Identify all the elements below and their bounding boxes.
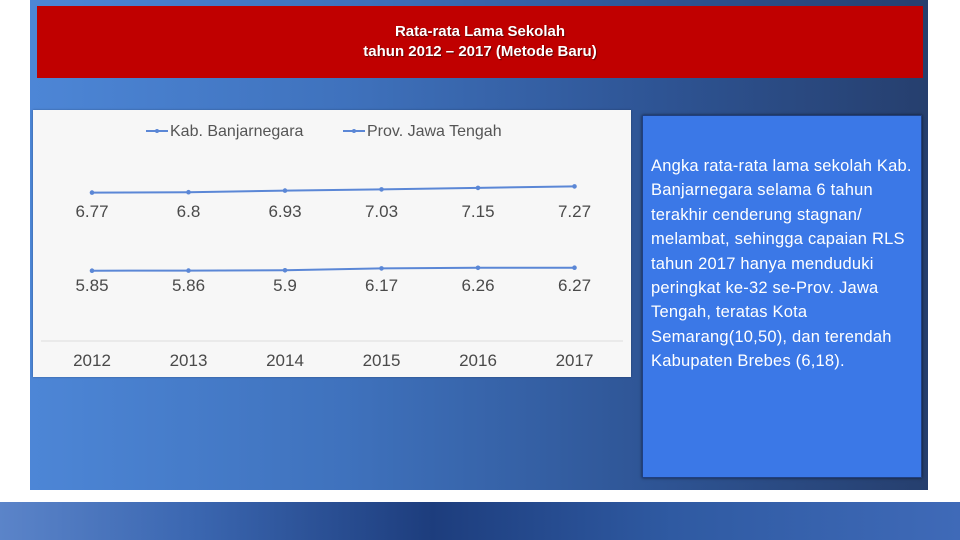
- legend-label-0: Kab. Banjarnegara: [170, 123, 304, 140]
- data-label-1-1: 5.86: [172, 276, 205, 295]
- x-tick-label-3: 2015: [363, 351, 401, 370]
- data-label-0-5: 7.27: [558, 202, 591, 221]
- data-label-1-5: 6.27: [558, 276, 591, 295]
- chart-svg: Kab. Banjarnegara Prov. Jawa Tengah 6.77 6.…: [41, 123, 623, 370]
- data-label-0-1: 6.8: [177, 202, 201, 221]
- data-point-0-2: [282, 188, 288, 193]
- data-point-1-1: [186, 268, 191, 273]
- data-point-0-0: [89, 190, 95, 195]
- series-line-0: [91, 185, 575, 194]
- data-label-0-4: 7.15: [461, 202, 494, 221]
- data-point-0-4: [475, 185, 481, 191]
- data-label-1-4: 6.26: [461, 276, 494, 295]
- series-line-1: [91, 266, 575, 272]
- data-point-1-4: [475, 265, 481, 271]
- description-box: Angka rata-rata lama sekolah Kab. Banjar…: [642, 115, 922, 478]
- legend-marker-0: [155, 129, 159, 133]
- line-chart: Kab. Banjarnegara Prov. Jawa Tengah 6.77 6.…: [33, 110, 631, 377]
- data-point-1-0: [89, 268, 95, 273]
- title-line-2: tahun 2012 – 2017 (Metode Baru): [363, 43, 597, 60]
- title-bar: Rata-rata Lama Sekolah tahun 2012 – 2017…: [37, 6, 923, 78]
- legend-marker-1: [352, 129, 356, 133]
- x-tick-label-4: 2016: [459, 351, 497, 370]
- x-tick-label-0: 2012: [73, 351, 111, 370]
- description-text: Angka rata-rata lama sekolah Kab. Banjar…: [651, 157, 912, 371]
- data-point-0-5: [572, 184, 577, 189]
- x-tick-label-5: 2017: [556, 351, 594, 370]
- x-tick-label-2: 2014: [266, 351, 304, 370]
- x-tick-label-1: 2013: [170, 351, 208, 370]
- legend-label-1: Prov. Jawa Tengah: [367, 123, 502, 140]
- bottom-bar: [0, 502, 960, 540]
- data-label-1-3: 6.17: [365, 276, 398, 295]
- data-point-1-3: [379, 266, 384, 271]
- data-label-0-3: 7.03: [365, 202, 398, 221]
- data-point-0-1: [186, 189, 191, 195]
- data-label-1-2: 5.9: [273, 276, 297, 295]
- title-line-1: Rata-rata Lama Sekolah: [394, 23, 566, 40]
- data-label-1-0: 5.85: [75, 276, 108, 295]
- data-point-1-2: [282, 268, 288, 273]
- data-point-0-3: [379, 187, 384, 192]
- data-point-1-5: [572, 265, 577, 270]
- data-label-0-0: 6.77: [75, 202, 108, 221]
- data-label-0-2: 6.93: [268, 202, 301, 221]
